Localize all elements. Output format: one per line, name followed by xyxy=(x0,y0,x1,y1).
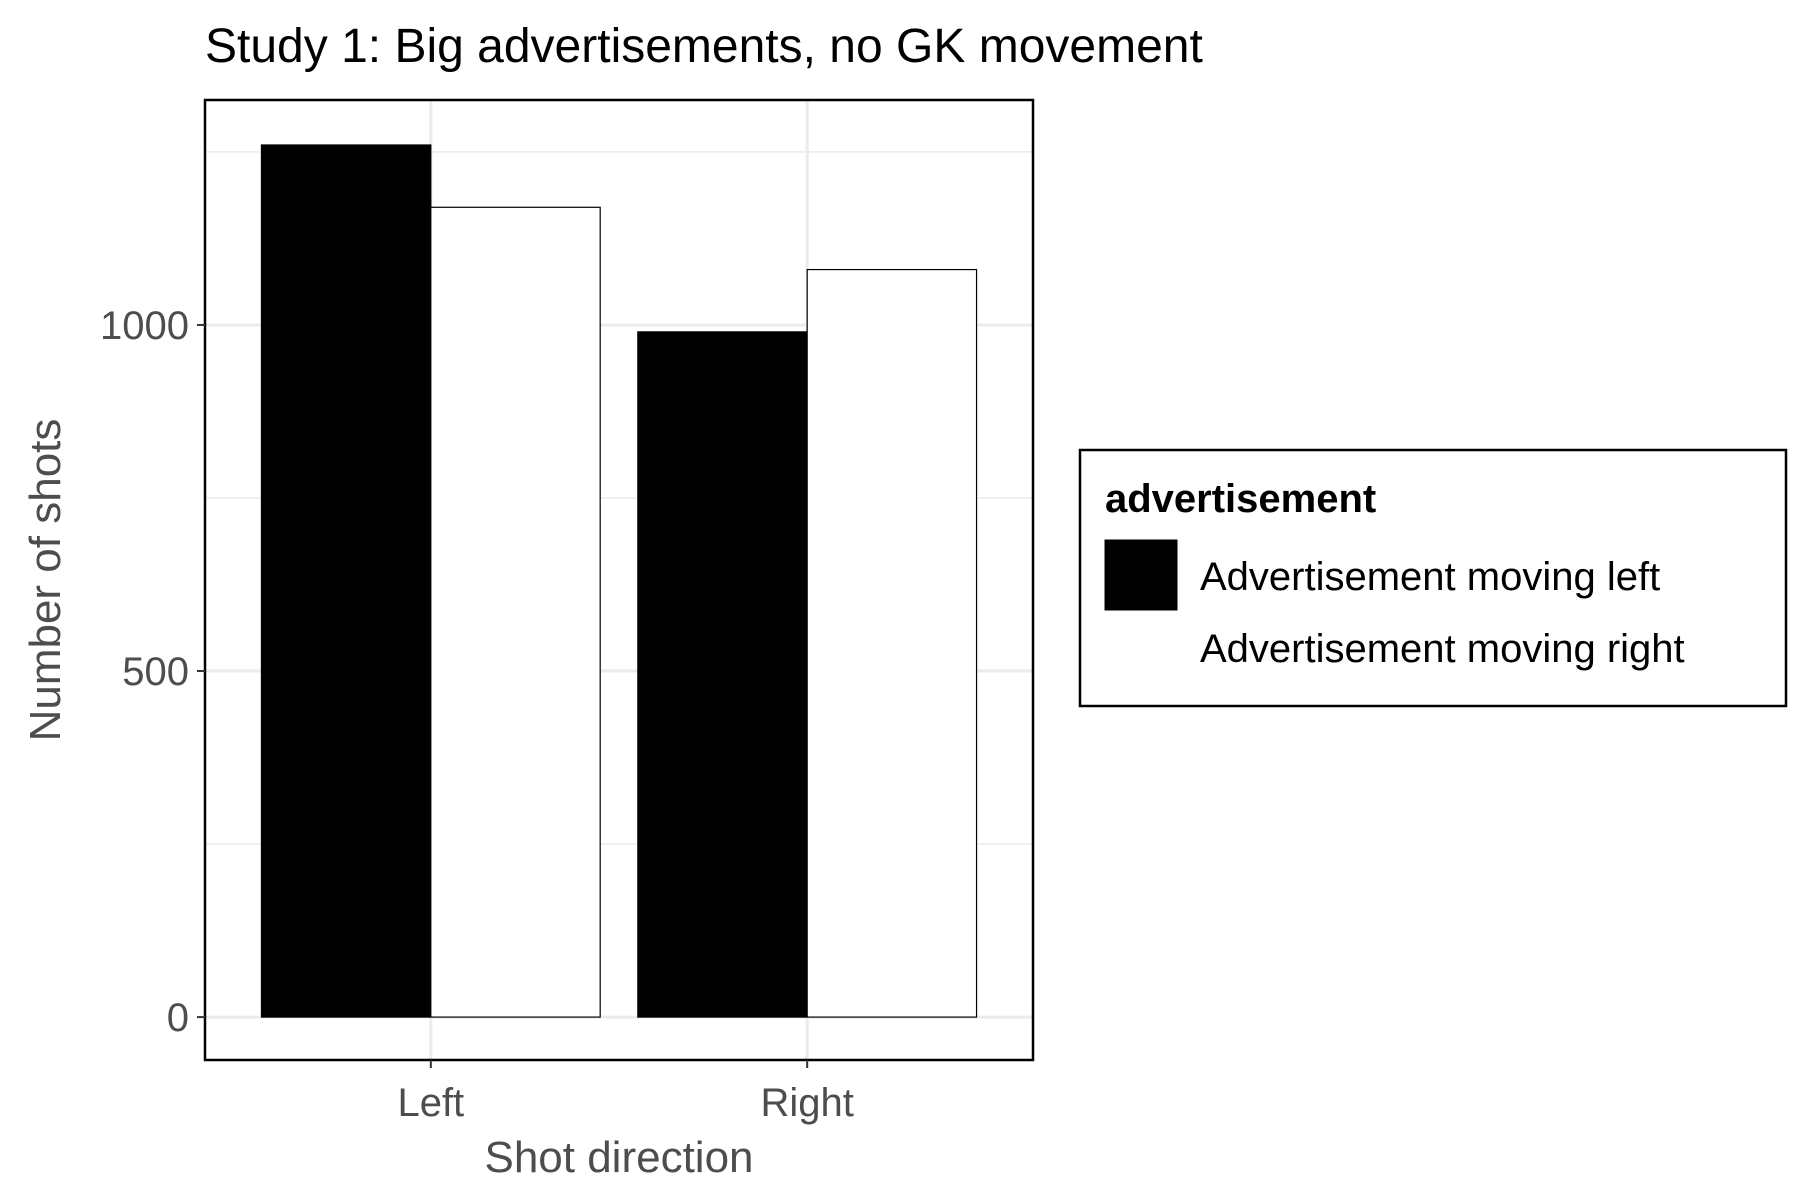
bars xyxy=(260,144,978,1018)
y-tick-label: 500 xyxy=(122,650,189,694)
x-tick-label: Right xyxy=(760,1081,853,1125)
bar xyxy=(260,144,432,1018)
chart-title: Study 1: Big advertisements, no GK movem… xyxy=(205,20,1203,73)
legend-key xyxy=(1104,539,1178,611)
legend-key xyxy=(1105,612,1177,682)
y-axis-title: Number of shots xyxy=(21,419,70,742)
bar xyxy=(430,206,601,1018)
bar xyxy=(806,268,978,1018)
panel-border xyxy=(203,98,1035,1062)
y-tick-label: 0 xyxy=(167,996,189,1040)
legend-label: Advertisement moving right xyxy=(1200,627,1685,671)
x-tick-label: Left xyxy=(397,1081,464,1125)
legend-items: Advertisement moving left Advertisement m… xyxy=(1104,539,1685,682)
legend-label: Advertisement moving left xyxy=(1200,555,1660,599)
legend-box xyxy=(1078,448,1788,708)
y-tick-label: 1000 xyxy=(100,304,189,348)
legend-title: advertisement xyxy=(1105,477,1376,521)
x-axis-title: Shot direction xyxy=(484,1133,753,1182)
legend: advertisement Advertisement moving leftA… xyxy=(1078,448,1788,708)
y-axis-ticks: 0 500 1000 xyxy=(100,304,205,1040)
x-axis-ticks: Left Right xyxy=(397,1060,854,1125)
plot-panel xyxy=(203,98,1035,1062)
bar xyxy=(637,331,808,1018)
